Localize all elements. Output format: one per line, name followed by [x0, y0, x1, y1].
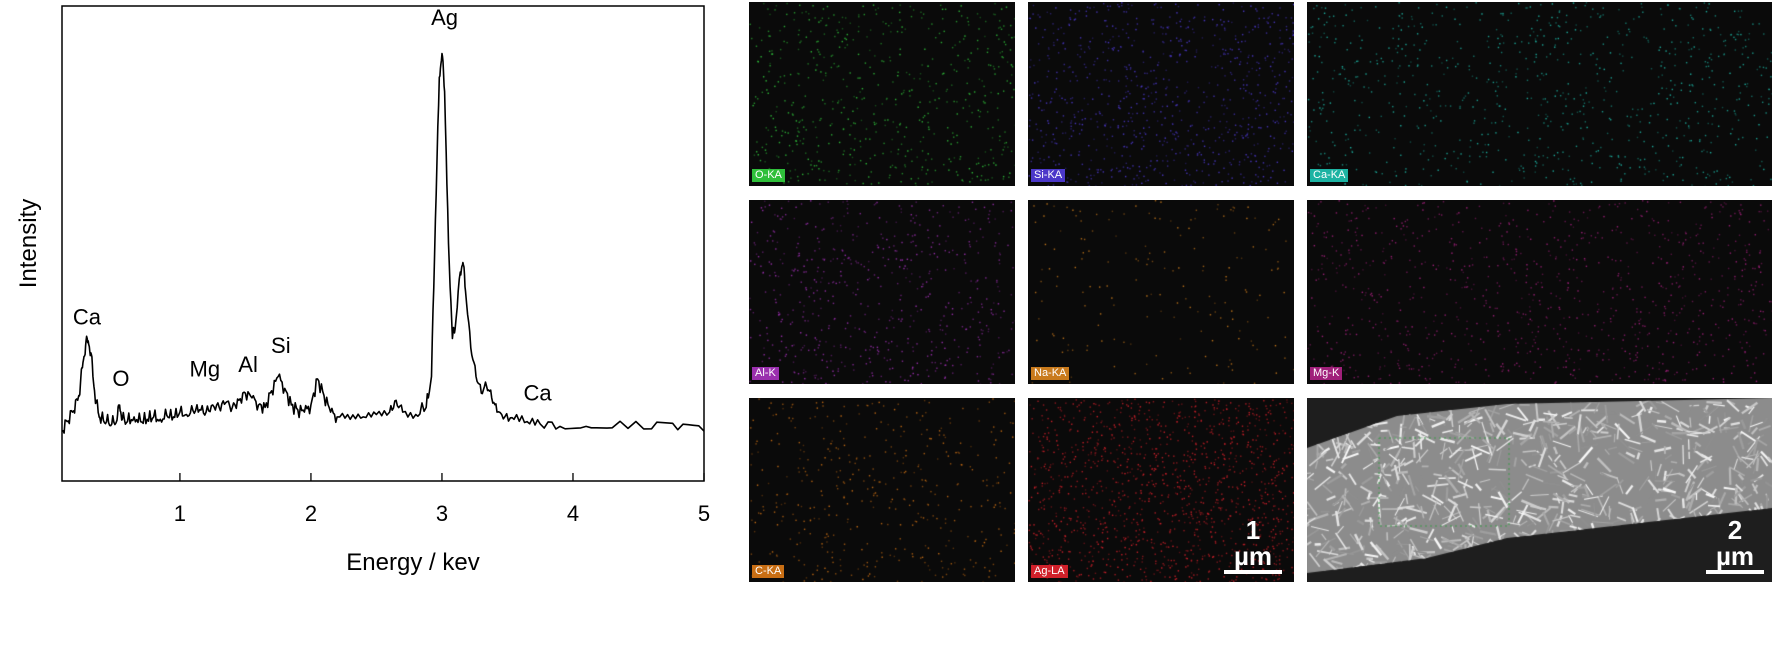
x-tick-label-4: 4 — [567, 501, 579, 526]
peak-label-mg-2: Mg — [190, 357, 221, 382]
scale-bar-label: 2 µm — [1715, 515, 1755, 571]
x-tick-label-5: 5 — [698, 501, 710, 526]
element-map-label: Ag-LA — [1031, 565, 1068, 578]
element-map-dots — [1028, 398, 1294, 582]
scale-bar-line — [1224, 570, 1282, 574]
element-map-label: Mg-K — [1310, 367, 1343, 380]
scale-bar: 1 µm — [1224, 517, 1282, 574]
element-map-label: Ca-KA — [1310, 169, 1349, 182]
element-map-dots — [749, 2, 1015, 186]
peak-label-ag-5: Ag — [431, 5, 458, 30]
sem-image-panel: 2 µm — [1307, 398, 1772, 582]
spectrum-line — [61, 52, 705, 434]
peak-label-si-4: Si — [271, 333, 291, 358]
peak-label-al-3: Al — [238, 352, 258, 377]
element-map-dots — [749, 398, 1015, 582]
scale-bar-line — [1706, 570, 1764, 574]
element-map-label: O-KA — [752, 169, 785, 182]
x-tick-label-3: 3 — [436, 501, 448, 526]
element-map-dots — [1307, 2, 1772, 186]
element-map-al-k: Al-K — [749, 200, 1015, 384]
x-axis-label: Energy / kev — [346, 549, 479, 576]
element-map-na-ka: Na-KA — [1028, 200, 1294, 384]
element-map-o-ka: O-KA — [749, 2, 1015, 186]
element-map-si-ka: Si-KA — [1028, 2, 1294, 186]
peak-label-o-1: O — [112, 366, 129, 391]
peak-label-ca-6: Ca — [524, 380, 553, 405]
element-map-c-ka: C-KA — [749, 398, 1015, 582]
element-map-label: C-KA — [752, 565, 785, 578]
element-map-dots — [749, 200, 1015, 384]
peak-label-ca-0: Ca — [73, 304, 102, 329]
element-map-ca-ka: Ca-KA — [1307, 2, 1772, 186]
y-axis-label: Intensity — [15, 199, 42, 288]
element-map-dots — [1028, 200, 1294, 384]
element-map-dots — [1028, 2, 1294, 186]
element-map-dots — [1307, 200, 1772, 384]
eds-spectrum-chart: 1 2 3 4 5 Energy / kev Intensity Ca O Mg Al Si Ag Ca — [15, 5, 710, 576]
element-map-label: Si-KA — [1031, 169, 1066, 182]
scale-bar: 2 µm — [1706, 517, 1764, 574]
sem-micrograph — [1307, 398, 1772, 582]
plot-frame — [61, 5, 705, 482]
scale-bar-label: 1 µm — [1233, 515, 1273, 571]
x-tick-label-1: 1 — [174, 501, 186, 526]
x-tick-label-2: 2 — [305, 501, 317, 526]
element-map-label: Na-KA — [1031, 367, 1070, 380]
element-map-label: Al-K — [752, 367, 779, 380]
element-map-ag-la: Ag-LA 1 µm — [1028, 398, 1294, 582]
element-map-mg-k: Mg-K — [1307, 200, 1772, 384]
